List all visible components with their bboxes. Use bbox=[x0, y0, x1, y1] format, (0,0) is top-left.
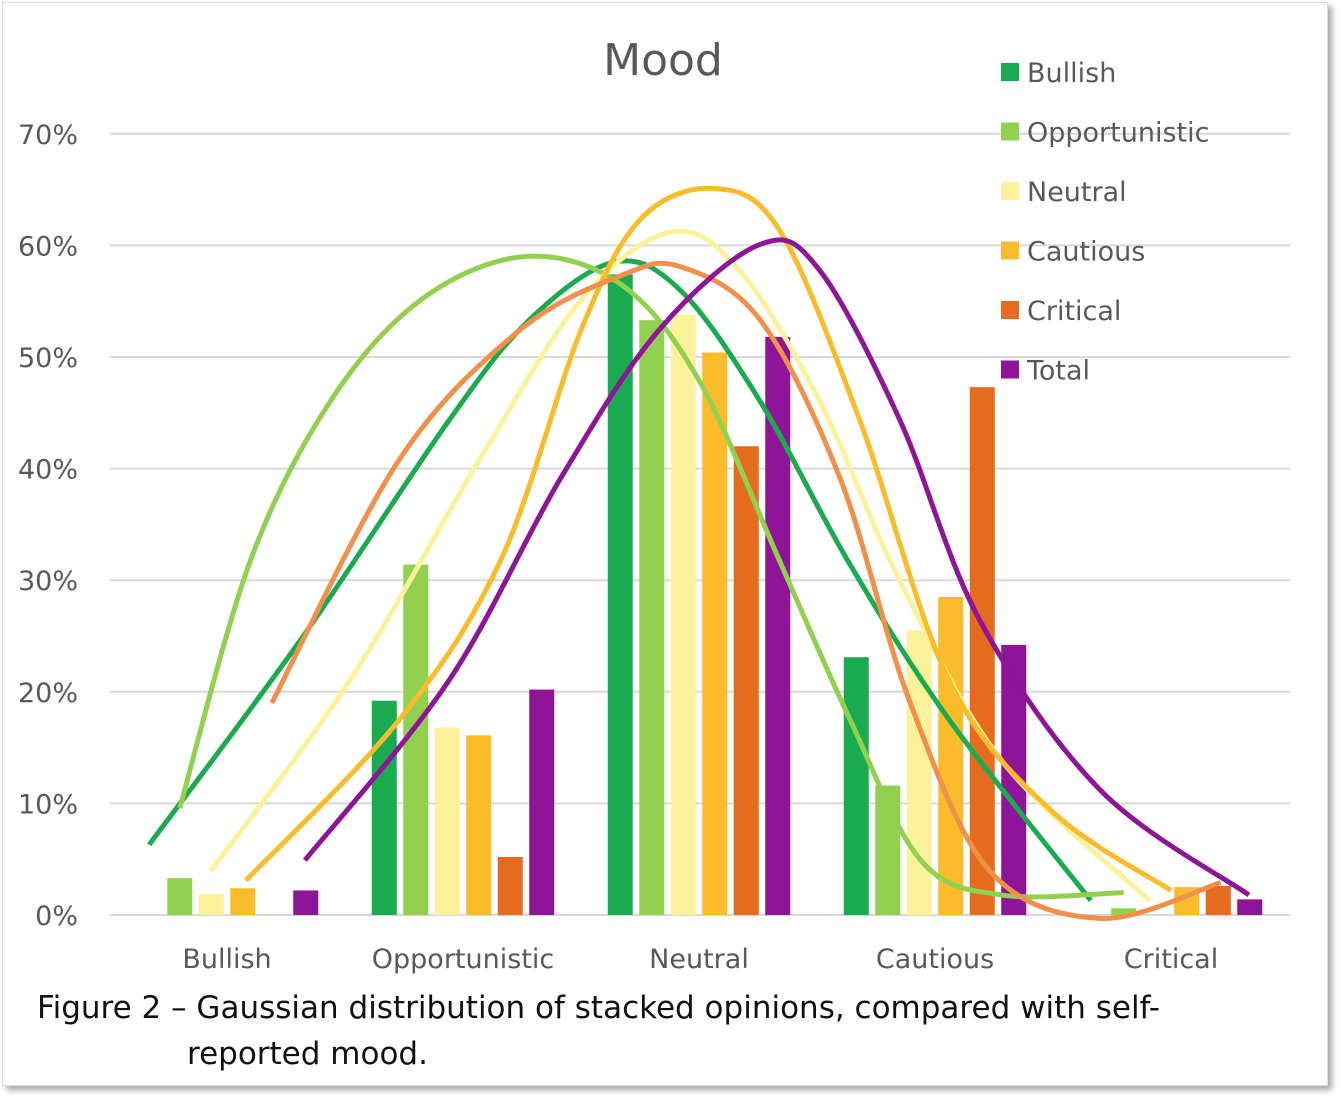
bar-opportunistic bbox=[1111, 908, 1137, 915]
y-tick-label: 70% bbox=[18, 120, 78, 151]
y-tick-label: 0% bbox=[35, 901, 78, 932]
trendline-total bbox=[302, 237, 1251, 897]
x-tick-label: Opportunistic bbox=[372, 944, 554, 975]
x-tick-label: Cautious bbox=[876, 944, 994, 975]
y-tick-label: 20% bbox=[18, 678, 78, 709]
legend-swatch-cautious bbox=[1001, 241, 1019, 260]
bar-total bbox=[765, 336, 791, 915]
bar-neutral bbox=[670, 314, 696, 915]
x-tick-label: Neutral bbox=[649, 944, 749, 975]
bar-bullish bbox=[843, 657, 869, 915]
legend-swatch-critical bbox=[1001, 301, 1019, 319]
bar-cautious bbox=[702, 352, 728, 915]
legend-label: Bullish bbox=[1027, 58, 1116, 89]
bar-cautious bbox=[938, 596, 964, 915]
legend-label: Total bbox=[1026, 356, 1090, 387]
legend-swatch-neutral bbox=[1001, 182, 1019, 200]
trendline-cautious bbox=[244, 185, 1173, 893]
y-tick-label: 50% bbox=[18, 343, 78, 374]
legend-label: Neutral bbox=[1027, 177, 1127, 208]
bar-critical bbox=[969, 387, 995, 916]
bar-critical bbox=[733, 446, 759, 915]
y-tick-label: 40% bbox=[18, 455, 78, 486]
legend-label: Opportunistic bbox=[1027, 118, 1209, 149]
bar-opportunistic bbox=[639, 320, 665, 915]
legend-swatch-total bbox=[1001, 360, 1019, 379]
x-tick-label: Critical bbox=[1124, 944, 1218, 975]
bar-total bbox=[529, 689, 555, 915]
legend-label: Cautious bbox=[1027, 237, 1145, 268]
bar-cautious bbox=[230, 888, 256, 915]
legend-label: Critical bbox=[1027, 296, 1121, 327]
y-tick-label: 60% bbox=[18, 231, 78, 262]
legend-swatch-bullish bbox=[1001, 63, 1019, 81]
bar-total bbox=[293, 890, 319, 915]
caption-line-2: reported mood. bbox=[187, 1036, 428, 1072]
trendline-critical bbox=[269, 260, 1222, 921]
bar-bullish bbox=[371, 700, 397, 915]
caption-line-1: Figure 2 – Gaussian distribution of stac… bbox=[37, 990, 1160, 1026]
mood-chart: 0% 10% 20% 30% 40% 50% 60% 70% Bullish Opportunis… bbox=[18, 35, 1290, 975]
legend-swatch-opportunistic bbox=[1001, 122, 1019, 141]
bar-opportunistic bbox=[167, 878, 193, 915]
x-tick-label: Bullish bbox=[182, 944, 271, 975]
bar-cautious bbox=[466, 735, 492, 915]
bar-total bbox=[1237, 899, 1263, 915]
y-tick-label: 30% bbox=[18, 566, 78, 597]
bar-neutral bbox=[434, 727, 460, 915]
bar-critical bbox=[1205, 885, 1231, 915]
chart-title: Mood bbox=[603, 35, 723, 86]
y-tick-label: 10% bbox=[18, 789, 78, 820]
bar-critical bbox=[497, 856, 523, 915]
bar-neutral bbox=[198, 893, 224, 915]
trendline-opportunistic bbox=[177, 253, 1124, 900]
